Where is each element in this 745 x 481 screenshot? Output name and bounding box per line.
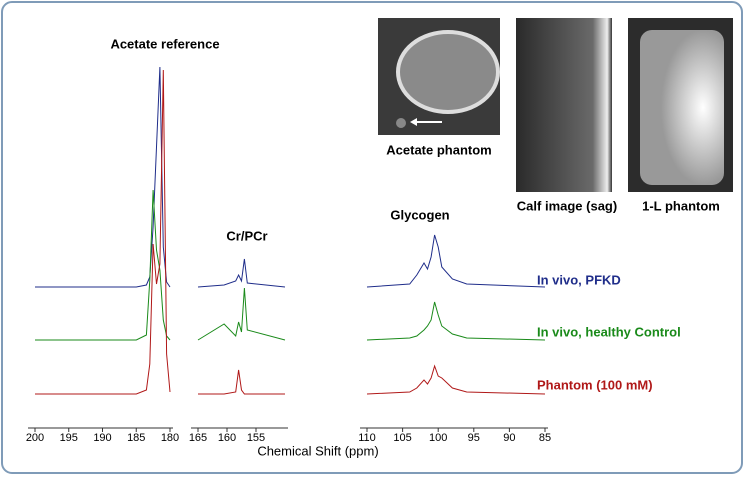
spectrum	[35, 69, 546, 395]
x-tick-label: 190	[93, 432, 111, 444]
x-tick-label: 95	[468, 432, 480, 444]
legend-label: In vivo, healthy Control	[537, 324, 681, 339]
x-tick-label: 90	[503, 432, 515, 444]
arrow-head	[410, 118, 417, 126]
x-tick-label: 110	[358, 432, 376, 444]
x-tick-label: 155	[247, 432, 265, 444]
x-tick-label: 160	[218, 432, 236, 444]
annotation: Acetate reference	[110, 36, 219, 51]
image-caption: Calf image (sag)	[517, 198, 617, 213]
acetate-image-body	[396, 30, 500, 114]
acetate-image-phantom	[396, 118, 406, 128]
x-tick-label: 195	[60, 432, 78, 444]
calf-image	[516, 18, 612, 192]
spectrum	[35, 189, 546, 341]
x-tick-label: 200	[26, 432, 44, 444]
annotation: Cr/PCr	[226, 228, 267, 243]
x-tick-label: 85	[539, 432, 551, 444]
annotation: Glycogen	[390, 207, 449, 222]
image-caption: 1-L phantom	[642, 198, 720, 213]
phantom-image-body	[640, 30, 724, 185]
legend-label: Phantom (100 mM)	[537, 377, 653, 392]
spectrum	[35, 66, 546, 288]
image-caption: Acetate phantom	[386, 142, 491, 157]
x-axis-label: Chemical Shift (ppm)	[257, 443, 378, 458]
x-tick-label: 185	[127, 432, 145, 444]
x-tick-label: 105	[393, 432, 411, 444]
x-tick-label: 180	[161, 432, 179, 444]
x-tick-label: 165	[189, 432, 207, 444]
legend-label: In vivo, PFKD	[537, 272, 621, 287]
x-tick-label: 100	[429, 432, 447, 444]
